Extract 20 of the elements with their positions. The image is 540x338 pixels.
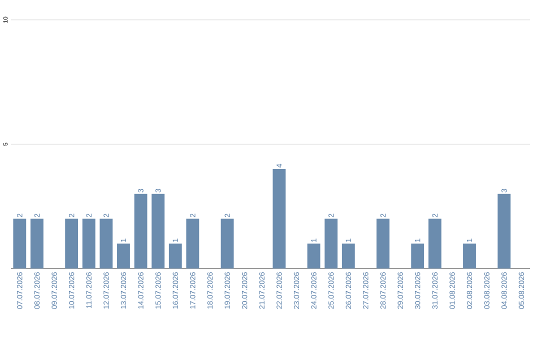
bar — [65, 218, 78, 268]
bar — [186, 218, 200, 268]
bar — [100, 218, 113, 268]
bar — [82, 218, 96, 268]
bar — [498, 194, 511, 268]
bar — [30, 218, 44, 268]
bar — [168, 244, 182, 268]
bar — [324, 218, 338, 268]
bar — [134, 194, 148, 268]
bar — [117, 244, 130, 268]
bar — [376, 218, 390, 268]
bar — [342, 244, 355, 268]
bar — [463, 244, 476, 268]
bar — [152, 194, 165, 268]
bar — [428, 218, 442, 268]
bar — [220, 218, 234, 268]
bar — [272, 168, 286, 268]
bar — [411, 244, 424, 268]
bar — [13, 218, 26, 268]
bar — [307, 244, 320, 268]
